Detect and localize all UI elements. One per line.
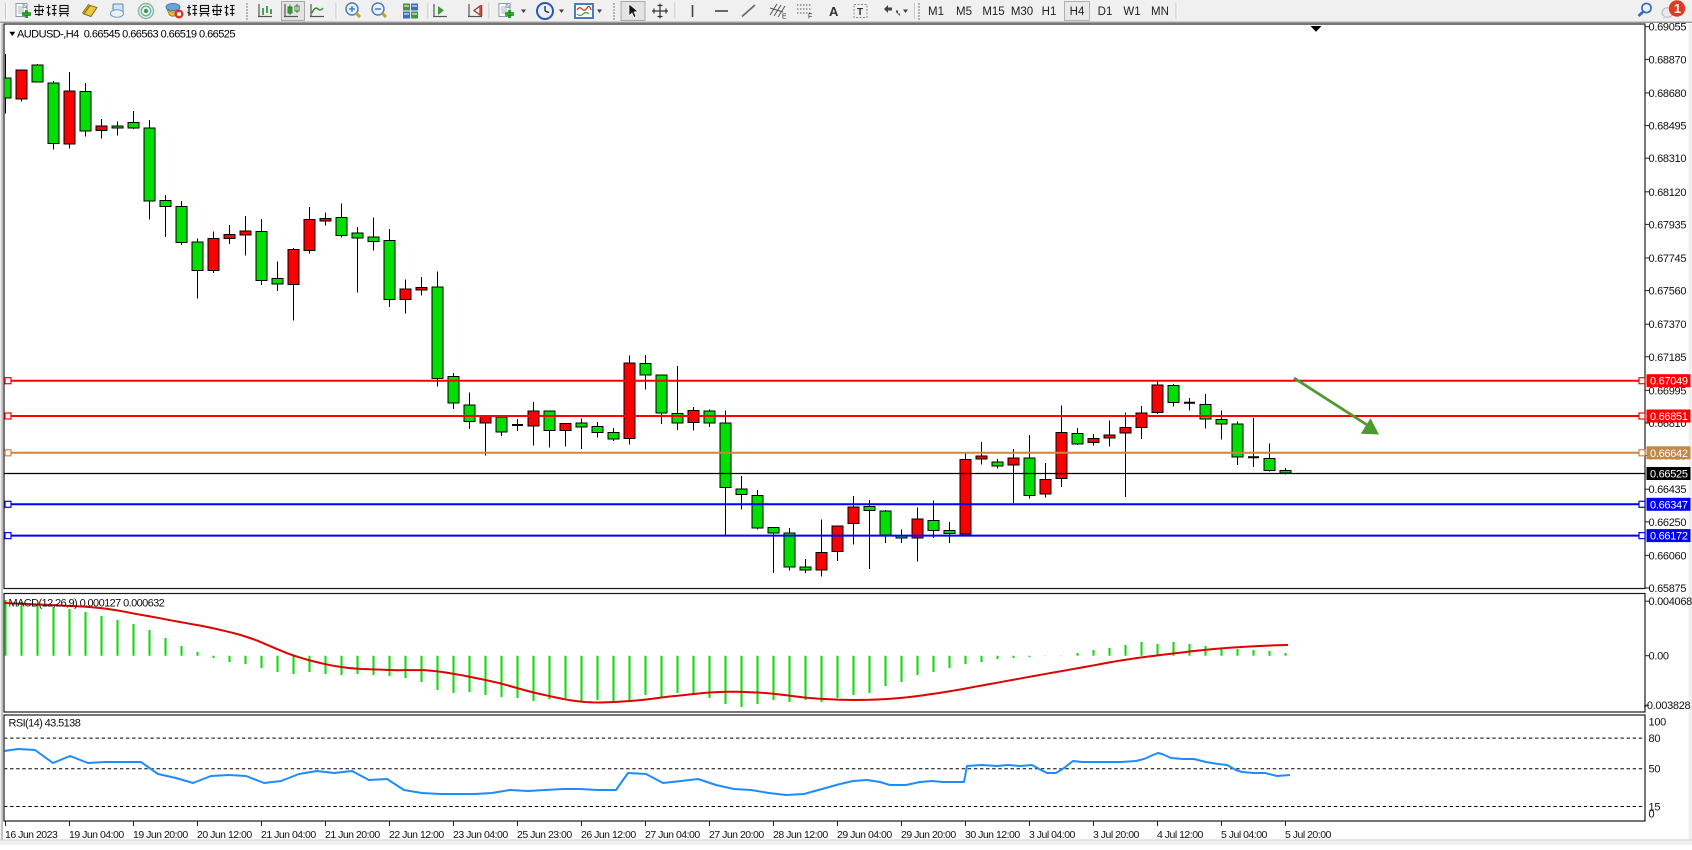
svg-text:MACD(12,26,9) 0.000127 0.00063: MACD(12,26,9) 0.000127 0.000632 (9, 598, 165, 610)
svg-text:30 Jun 12:00: 30 Jun 12:00 (965, 829, 1020, 841)
svg-text:0.66851: 0.66851 (1650, 411, 1688, 423)
svg-text:0.68680: 0.68680 (1649, 88, 1687, 100)
svg-text:27 Jun 20:00: 27 Jun 20:00 (709, 829, 764, 841)
svg-text:20 Jun 12:00: 20 Jun 12:00 (197, 829, 252, 841)
svg-text:F: F (808, 14, 812, 21)
svg-text:A: A (829, 4, 839, 19)
svg-text:3 Jul 20:00: 3 Jul 20:00 (1093, 829, 1140, 841)
svg-text:21 Jun 20:00: 21 Jun 20:00 (325, 829, 380, 841)
svg-text:0.68495: 0.68495 (1649, 121, 1687, 133)
svg-text:0.67935: 0.67935 (1649, 219, 1687, 231)
svg-text:0.66060: 0.66060 (1649, 550, 1687, 562)
svg-text:29 Jun 20:00: 29 Jun 20:00 (901, 829, 956, 841)
svg-text:5 Jul 20:00: 5 Jul 20:00 (1285, 829, 1332, 841)
svg-text:M15: M15 (982, 6, 1004, 18)
svg-text:0.66172: 0.66172 (1650, 531, 1688, 543)
svg-text:0.68120: 0.68120 (1649, 187, 1687, 199)
svg-text:1: 1 (1674, 1, 1681, 16)
svg-text:0.66525: 0.66525 (1650, 469, 1688, 481)
svg-text:21 Jun 04:00: 21 Jun 04:00 (261, 829, 316, 841)
svg-text:50: 50 (1649, 764, 1661, 776)
svg-text:0.68870: 0.68870 (1649, 54, 1687, 66)
svg-text:E: E (782, 14, 787, 21)
svg-text:W1: W1 (1123, 6, 1140, 18)
svg-text:T: T (857, 7, 863, 18)
svg-text:29 Jun 04:00: 29 Jun 04:00 (837, 829, 892, 841)
svg-text:0.68310: 0.68310 (1649, 153, 1687, 165)
svg-text:19 Jun 20:00: 19 Jun 20:00 (133, 829, 188, 841)
svg-text:22 Jun 12:00: 22 Jun 12:00 (389, 829, 444, 841)
svg-text:0: 0 (1649, 809, 1655, 821)
svg-text:H1: H1 (1042, 6, 1057, 18)
svg-text:0.69055: 0.69055 (1649, 22, 1687, 34)
svg-text:0.67185: 0.67185 (1649, 352, 1687, 364)
svg-text:-0.003828: -0.003828 (1644, 700, 1691, 712)
svg-text:27 Jun 04:00: 27 Jun 04:00 (645, 829, 700, 841)
svg-text:19 Jun 04:00: 19 Jun 04:00 (69, 829, 124, 841)
svg-text:25 Jun 23:00: 25 Jun 23:00 (517, 829, 572, 841)
svg-text:5 Jul 04:00: 5 Jul 04:00 (1221, 829, 1268, 841)
svg-text:M30: M30 (1011, 6, 1033, 18)
svg-text:0.66435: 0.66435 (1649, 484, 1687, 496)
svg-text:16 Jun 2023: 16 Jun 2023 (5, 829, 58, 841)
svg-text:0.66642: 0.66642 (1650, 448, 1688, 460)
svg-text:0.67370: 0.67370 (1649, 319, 1687, 331)
svg-text:M5: M5 (956, 6, 972, 18)
svg-text:0.67049: 0.67049 (1650, 376, 1688, 388)
svg-text:0.00: 0.00 (1649, 651, 1669, 663)
svg-text:D1: D1 (1098, 6, 1113, 18)
svg-text:M1: M1 (928, 6, 944, 18)
svg-text:26 Jun 12:00: 26 Jun 12:00 (581, 829, 636, 841)
svg-text:0.66250: 0.66250 (1649, 517, 1687, 529)
svg-text:0.67745: 0.67745 (1649, 253, 1687, 265)
svg-text:0.65875: 0.65875 (1649, 583, 1687, 595)
svg-text:23 Jun 04:00: 23 Jun 04:00 (453, 829, 508, 841)
svg-text:0.66347: 0.66347 (1650, 499, 1688, 511)
svg-text:100: 100 (1649, 717, 1667, 729)
svg-text:28 Jun 12:00: 28 Jun 12:00 (773, 829, 828, 841)
svg-text:3 Jul 04:00: 3 Jul 04:00 (1029, 829, 1076, 841)
svg-text:RSI(14) 43.5138: RSI(14) 43.5138 (9, 718, 81, 730)
svg-text:0.004068: 0.004068 (1649, 596, 1692, 608)
svg-text:4 Jul 12:00: 4 Jul 12:00 (1157, 829, 1204, 841)
svg-text:80: 80 (1649, 733, 1661, 745)
svg-text:MN: MN (1151, 6, 1169, 18)
svg-text:H4: H4 (1070, 6, 1085, 18)
svg-text:0.67560: 0.67560 (1649, 286, 1687, 298)
svg-text:AUDUSD-,H4 0.66545 0.66563 0.: AUDUSD-,H4 0.66545 0.66563 0.66519 0.665… (17, 29, 235, 41)
